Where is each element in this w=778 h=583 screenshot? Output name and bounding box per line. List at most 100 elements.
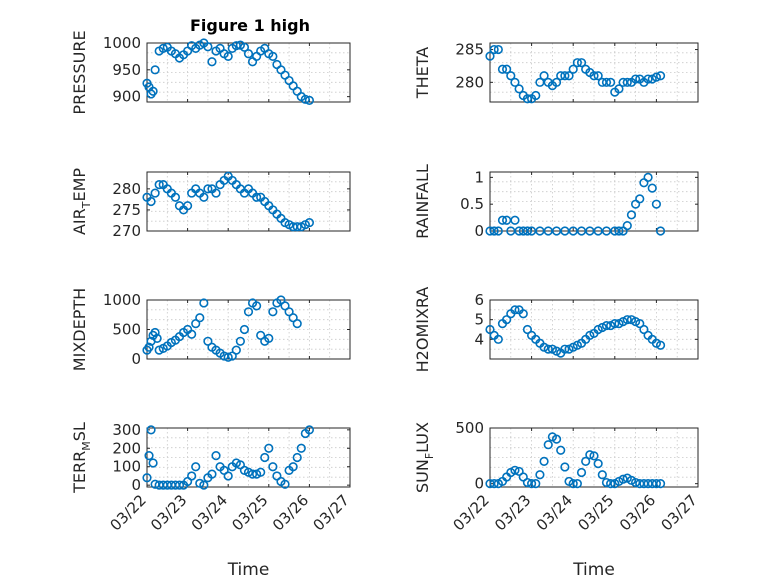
data-point [514,84,524,94]
data-point [199,298,209,308]
data-point [560,462,570,472]
data-point [568,479,578,489]
pressure-series [142,38,315,105]
data-point [502,64,512,74]
xtick-label: 03/22 [450,491,493,534]
data-point [268,307,278,317]
mixdepth-series [142,295,302,362]
data-point [597,470,607,480]
data-point [152,333,162,343]
data-point [655,479,666,489]
data-point [643,172,653,182]
air_temp-series [142,171,315,232]
ytick-label: 4 [474,330,484,348]
ytick-label: 0 [474,222,484,240]
data-point [576,58,587,68]
ytick-label: 0 [474,475,484,493]
data-point [304,95,315,105]
h2omixra-series [485,305,666,358]
data-point [593,459,603,469]
ytick-label: 0 [131,476,141,494]
ylabel-suffix: LUX [413,422,432,453]
ytick-label: 950 [112,61,141,79]
ylabel-suffix: SL [70,422,89,441]
data-point [622,315,632,325]
data-point [174,480,185,490]
data-point [643,74,653,84]
mixdepth-grid [147,300,350,359]
terr_msl-series [142,425,315,490]
data-point [239,324,250,335]
pressure-axes-box [146,42,351,103]
ylabel-text: PRESSURE [70,30,89,114]
data-point [543,440,553,450]
ytick-label: 275 [112,201,141,219]
data-point [264,333,274,343]
data-point [223,471,233,481]
xtick-label: 03/22 [107,491,150,534]
data-point [199,192,209,202]
data-point [195,313,205,323]
ylabel-text: THETA [413,47,432,99]
pressure-grid [147,43,350,102]
data-point [231,41,241,51]
ytick-label: 300 [112,421,141,439]
data-point [622,77,632,87]
data-point [300,94,310,104]
air_temp-ylabel: AIRTEMP [70,168,93,235]
subplot-rainfall: 0 0.5 1 RAINFALL [413,164,699,240]
data-point [526,479,537,489]
data-point [618,474,628,484]
data-point [651,199,662,209]
terr_msl-axes-box [146,427,351,488]
subplot-pressure: 900 950 1000 PRESSURE [70,30,351,115]
data-point [292,222,302,232]
terr_msl-xlabel: Time [227,560,270,580]
data-point [256,467,266,477]
rainfall-ylabel: RAINFALL [413,164,432,239]
data-point [183,201,193,211]
data-point [207,469,217,479]
data-point [150,65,160,75]
xtick-label: 03/26 [616,491,659,534]
data-point [556,445,566,455]
data-point [304,217,315,228]
data-point [191,462,201,472]
data-point [239,42,250,52]
data-point [506,71,516,81]
data-point [187,471,197,481]
data-point [510,215,520,225]
xtick-label: 03/27 [310,491,353,534]
data-point [560,344,570,354]
data-point [551,77,562,87]
data-point [489,226,499,236]
data-point [610,319,620,329]
ytick-label: 1000 [103,34,141,52]
data-point [231,345,241,355]
ytick-label: 280 [455,73,484,91]
data-point [651,479,662,489]
data-point [144,451,154,461]
data-point [572,479,582,489]
ytick-label: 500 [455,419,484,437]
subplot-mixdepth: 0 500 1000 MIXDEPTH [70,288,351,371]
ytick-label: 5 [474,311,484,329]
data-point [589,71,599,81]
rainfall-series [485,172,666,236]
subplot-h2omixra: 45 6 H2OMIXRA [413,287,699,372]
data-point [158,43,168,53]
data-point [614,84,624,94]
ylabel-subscript: T [80,201,93,209]
theta-axes-box [489,42,699,103]
data-point [568,64,578,74]
xtick-label: 03/23 [491,491,534,534]
data-point [493,44,503,55]
data-point [150,327,160,338]
data-point [199,480,209,490]
data-point [635,194,645,204]
data-point [539,456,549,466]
data-point [601,77,612,87]
data-point [522,477,533,488]
data-point [187,329,197,339]
data-point [146,425,156,435]
